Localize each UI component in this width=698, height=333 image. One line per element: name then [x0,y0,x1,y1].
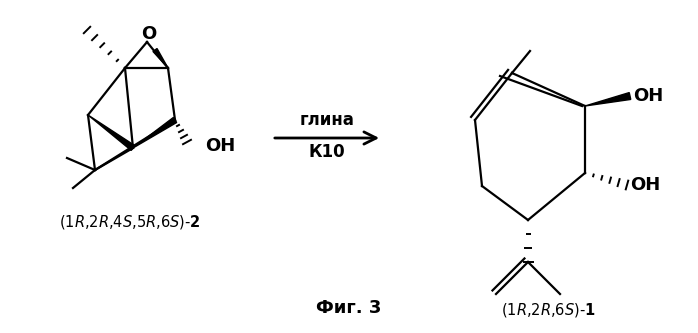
Polygon shape [153,49,168,68]
Text: глина: глина [299,111,355,129]
Text: OH: OH [633,87,663,105]
Polygon shape [133,118,177,148]
Text: (1$\it{R}$,2$\it{R}$,4$\it{S}$,5$\it{R}$,6$\it{S}$)-$\bf{2}$: (1$\it{R}$,2$\it{R}$,4$\it{S}$,5$\it{R}$… [59,213,201,231]
Text: Фиг. 3: Фиг. 3 [316,299,382,317]
Text: OH: OH [205,137,235,155]
Text: (1$\it{R}$,2$\it{R}$,6$\it{S}$)-$\bf{1}$: (1$\it{R}$,2$\it{R}$,6$\it{S}$)-$\bf{1}$ [500,301,595,319]
Polygon shape [88,115,135,151]
Text: OH: OH [630,176,660,194]
Text: К10: К10 [309,143,346,161]
Polygon shape [585,93,631,106]
Text: O: O [142,25,156,43]
